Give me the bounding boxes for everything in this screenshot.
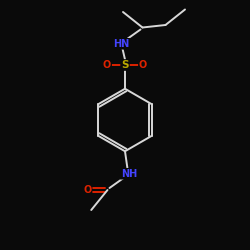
- Text: S: S: [121, 60, 129, 70]
- Text: O: O: [103, 60, 111, 70]
- Text: O: O: [139, 60, 147, 70]
- Text: O: O: [84, 185, 92, 195]
- Text: HN: HN: [113, 39, 130, 49]
- Text: NH: NH: [120, 169, 137, 179]
